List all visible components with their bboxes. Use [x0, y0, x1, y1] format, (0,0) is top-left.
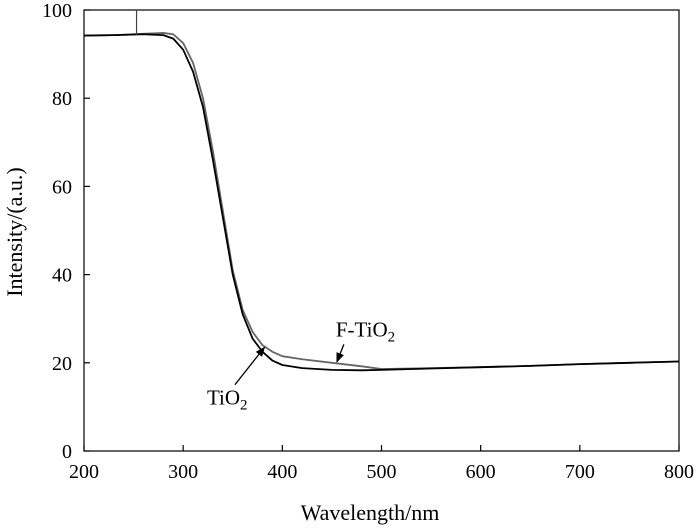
- y-tick-label: 80: [52, 88, 72, 110]
- y-tick-label: 0: [62, 441, 72, 463]
- x-axis-ticks: 200 300 400 500 600 700 800: [69, 445, 694, 483]
- annotation-arrow-0: [336, 344, 345, 363]
- series-line-0: [83, 33, 680, 372]
- plot-frame: [83, 9, 680, 452]
- x-tick-label: 300: [168, 461, 198, 483]
- annotation-label-0: F-TiO2: [336, 317, 395, 345]
- y-tick-label: 20: [52, 353, 72, 375]
- y-axis-label: Intensity/(a.u.): [2, 167, 27, 297]
- y-axis-ticks: 0 20 40 60 80 100: [42, 0, 90, 463]
- x-tick-label: 600: [466, 461, 496, 483]
- y-tick-label: 100: [42, 0, 72, 22]
- x-tick-label: 200: [69, 461, 99, 483]
- x-tick-label: 800: [664, 461, 694, 483]
- annotation-label-1: TiO2: [207, 386, 248, 414]
- series-layer: [83, 10, 680, 372]
- y-tick-label: 60: [52, 176, 72, 198]
- x-tick-label: 500: [367, 461, 397, 483]
- x-axis-label: Wavelength/nm: [301, 500, 440, 525]
- x-tick-label: 400: [267, 461, 297, 483]
- annotation-arrow-1: [234, 346, 266, 386]
- x-tick-label: 700: [565, 461, 595, 483]
- annotation-layer: F-TiO2 TiO2: [207, 317, 395, 413]
- y-tick-label: 40: [52, 265, 72, 287]
